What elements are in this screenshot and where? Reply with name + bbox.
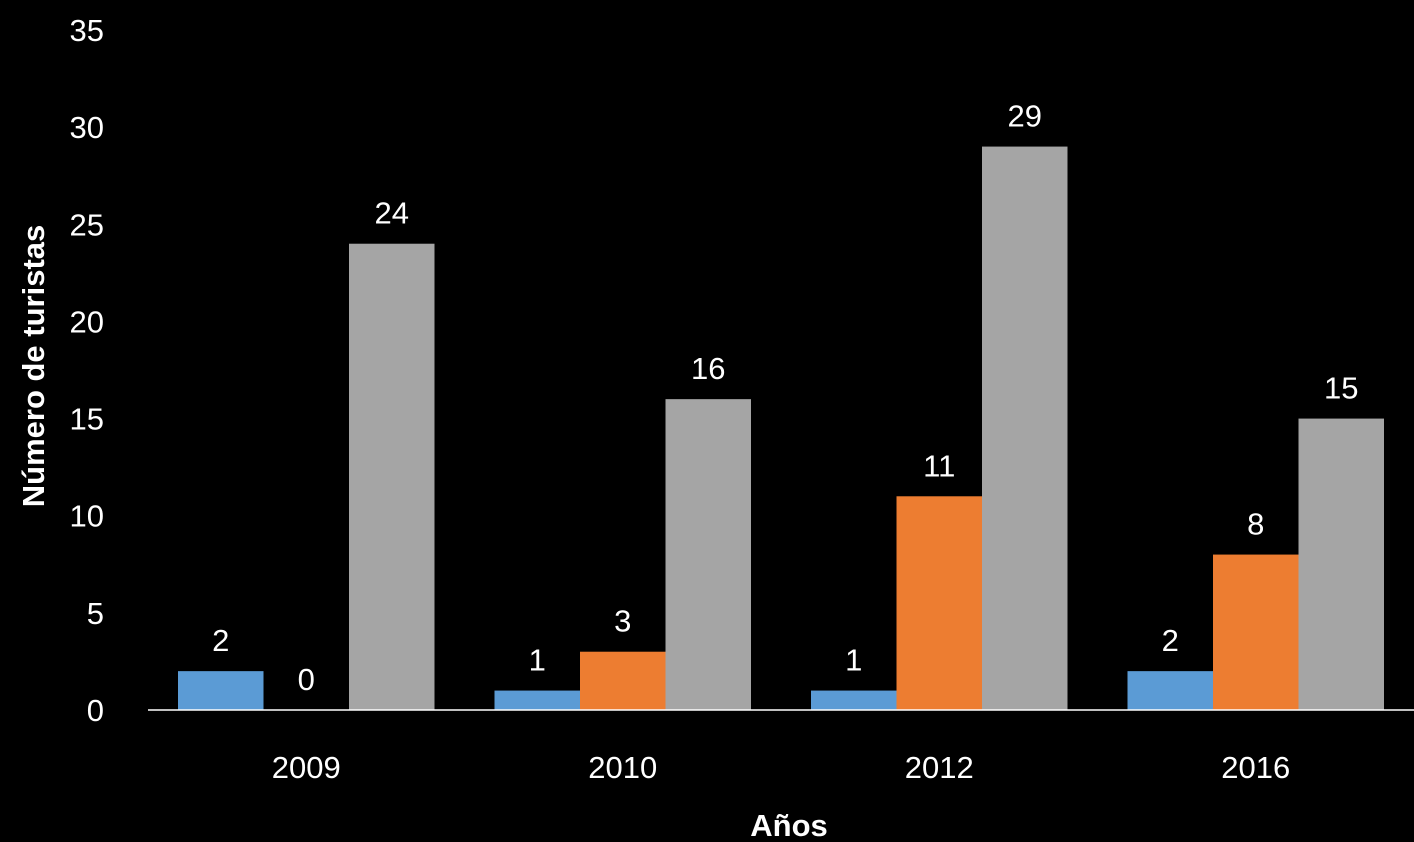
data-label-series-1-2012: 1: [845, 643, 862, 678]
y-tick-label: 0: [87, 693, 104, 728]
y-tick-label: 10: [70, 499, 104, 534]
data-label-series-2-2010: 3: [614, 604, 631, 639]
data-label-series-1-2009: 2: [212, 623, 229, 658]
data-label-series-3-2010: 16: [691, 351, 725, 386]
bar-series-3-2009: [349, 243, 435, 710]
x-axis-ticks: 2009 2010 2012 2016: [272, 750, 1290, 785]
y-axis-title: Número de turistas: [16, 225, 51, 508]
x-tick-label: 2016: [1221, 750, 1290, 785]
y-tick-label: 15: [70, 402, 104, 437]
x-tick-label: 2010: [588, 750, 657, 785]
bars: [178, 146, 1384, 711]
data-label-series-3-2012: 29: [1008, 99, 1042, 134]
bar-series-2-2016: [1213, 554, 1299, 710]
y-tick-label: 30: [70, 110, 104, 145]
y-tick-label: 20: [70, 304, 104, 339]
bar-series-1-2016: [1127, 671, 1213, 710]
bar-series-3-2010: [665, 399, 751, 710]
data-label-series-1-2016: 2: [1162, 623, 1179, 658]
bar-series-3-2012: [982, 146, 1068, 711]
x-tick-label: 2012: [905, 750, 974, 785]
data-label-series-3-2009: 24: [375, 196, 409, 231]
bar-series-1-2009: [178, 671, 264, 710]
y-tick-label: 5: [87, 596, 104, 631]
bar-series-2-2012: [896, 496, 982, 710]
x-tick-label: 2009: [272, 750, 341, 785]
data-label-series-1-2010: 1: [529, 643, 546, 678]
data-label-series-3-2016: 15: [1324, 371, 1358, 406]
bar-series-1-2012: [811, 690, 897, 710]
data-label-series-2-2012: 11: [923, 448, 955, 483]
bar-series-1-2010: [494, 690, 580, 710]
bar-series-3-2016: [1298, 418, 1384, 710]
x-axis-title: Años: [750, 808, 828, 842]
y-tick-label: 25: [70, 207, 104, 242]
bar-series-2-2010: [580, 651, 666, 710]
y-tick-label: 35: [70, 13, 104, 48]
y-axis-ticks: 0 5 10 15 20 25 30 35: [70, 13, 104, 728]
data-label-series-2-2009: 0: [298, 662, 315, 697]
data-label-series-2-2016: 8: [1247, 507, 1264, 542]
